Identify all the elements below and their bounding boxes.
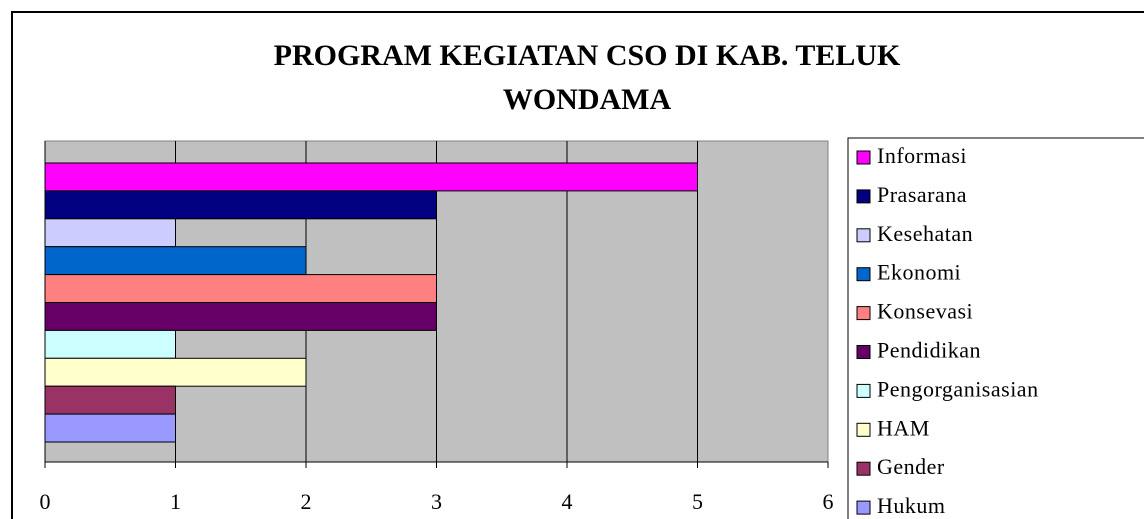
- legend-swatch: [856, 228, 871, 243]
- legend-label: Konsevasi: [877, 299, 973, 324]
- x-tick-label: 3: [431, 489, 442, 514]
- legend-label: Ekonomi: [877, 260, 961, 285]
- x-tick-label: 2: [301, 489, 312, 514]
- bar: [44, 274, 437, 304]
- x-tick-label: 1: [170, 489, 181, 514]
- bar: [44, 190, 437, 220]
- bar: [44, 357, 307, 387]
- chart-title: PROGRAM KEGIATAN CSO DI KAB. TELUK WONDA…: [273, 39, 901, 116]
- bar: [44, 329, 176, 359]
- bar: [44, 302, 437, 331]
- legend-label: Kesehatan: [877, 221, 973, 246]
- legend-swatch: [856, 383, 871, 398]
- bar: [44, 218, 176, 248]
- legend-swatch: [856, 422, 871, 437]
- legend-label: HAM: [877, 415, 930, 440]
- legend-swatch: [856, 189, 871, 204]
- legend-label: Gender: [877, 454, 945, 479]
- bar: [44, 413, 176, 443]
- x-tick-label: 5: [692, 489, 703, 514]
- x-tick-label: 6: [823, 489, 834, 514]
- bar: [44, 162, 698, 192]
- bar: [44, 385, 176, 415]
- legend-label: Pengorganisasian: [877, 376, 1039, 401]
- legend-swatch: [856, 150, 871, 165]
- legend-label: Pendidikan: [877, 338, 981, 363]
- legend-label: Hukum: [877, 493, 946, 518]
- legend-swatch: [856, 500, 871, 515]
- legend-swatch: [856, 306, 871, 321]
- bar: [44, 246, 307, 276]
- legend-swatch: [856, 345, 871, 359]
- legend-label: Informasi: [877, 143, 967, 168]
- x-tick-label: 4: [562, 489, 573, 514]
- x-tick-label: 0: [40, 489, 51, 514]
- legend-swatch: [856, 267, 871, 282]
- legend-swatch: [856, 461, 871, 476]
- legend-box: [847, 137, 1144, 519]
- legend-label: Prasarana: [877, 182, 967, 207]
